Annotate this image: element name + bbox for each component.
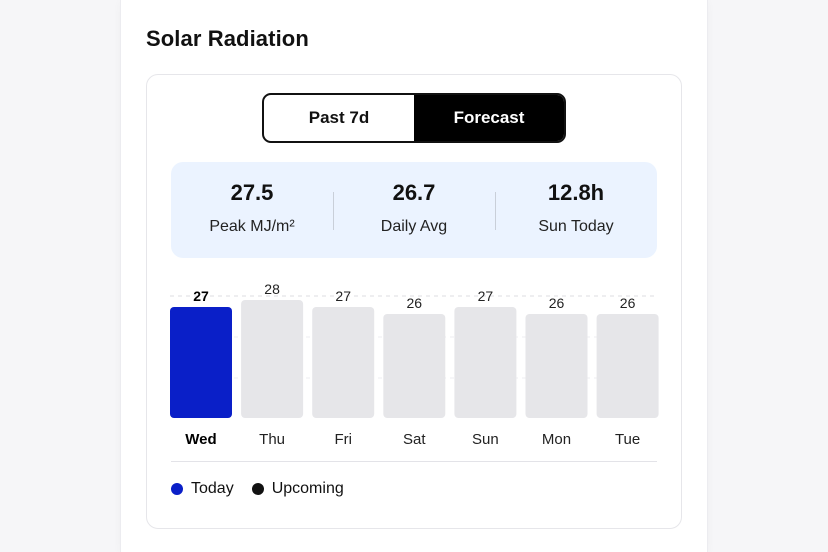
stat-daily-avg-label: Daily Avg <box>380 218 448 235</box>
legend-dot-today <box>171 483 183 495</box>
stat-peak-label: Peak MJ/m² <box>209 218 295 235</box>
stat-peak: 27.5 Peak MJ/m² <box>171 162 333 258</box>
legend-label-today: Today <box>191 480 234 497</box>
stat-peak-value: 27.5 <box>230 180 274 205</box>
range-toggle: Past 7d Forecast <box>262 93 566 143</box>
stat-daily-avg-value: 26.7 <box>392 180 436 205</box>
legend-label-upcoming: Upcoming <box>271 480 344 497</box>
stat-sun-today: 12.8h Sun Today <box>495 162 657 258</box>
solar-panel <box>146 74 682 529</box>
legend-divider <box>171 461 657 462</box>
legend-item-upcoming: Upcoming <box>251 480 344 498</box>
legend-dot-upcoming <box>251 483 264 495</box>
stats-summary: 27.5 Peak MJ/m² 26.7 Daily Avg 12.8h Sun… <box>171 162 657 258</box>
tab-forecast[interactable]: Forecast <box>414 95 564 141</box>
legend-item-today: Today <box>171 480 234 498</box>
legend: Today Upcoming <box>171 480 362 498</box>
stat-sun-today-value: 12.8h <box>547 180 605 205</box>
stat-daily-avg: 26.7 Daily Avg <box>333 162 495 258</box>
tab-past-7d[interactable]: Past 7d <box>308 108 370 127</box>
section-title: Solar Radiation <box>146 26 309 51</box>
stat-sun-today-label: Sun Today <box>538 218 614 235</box>
